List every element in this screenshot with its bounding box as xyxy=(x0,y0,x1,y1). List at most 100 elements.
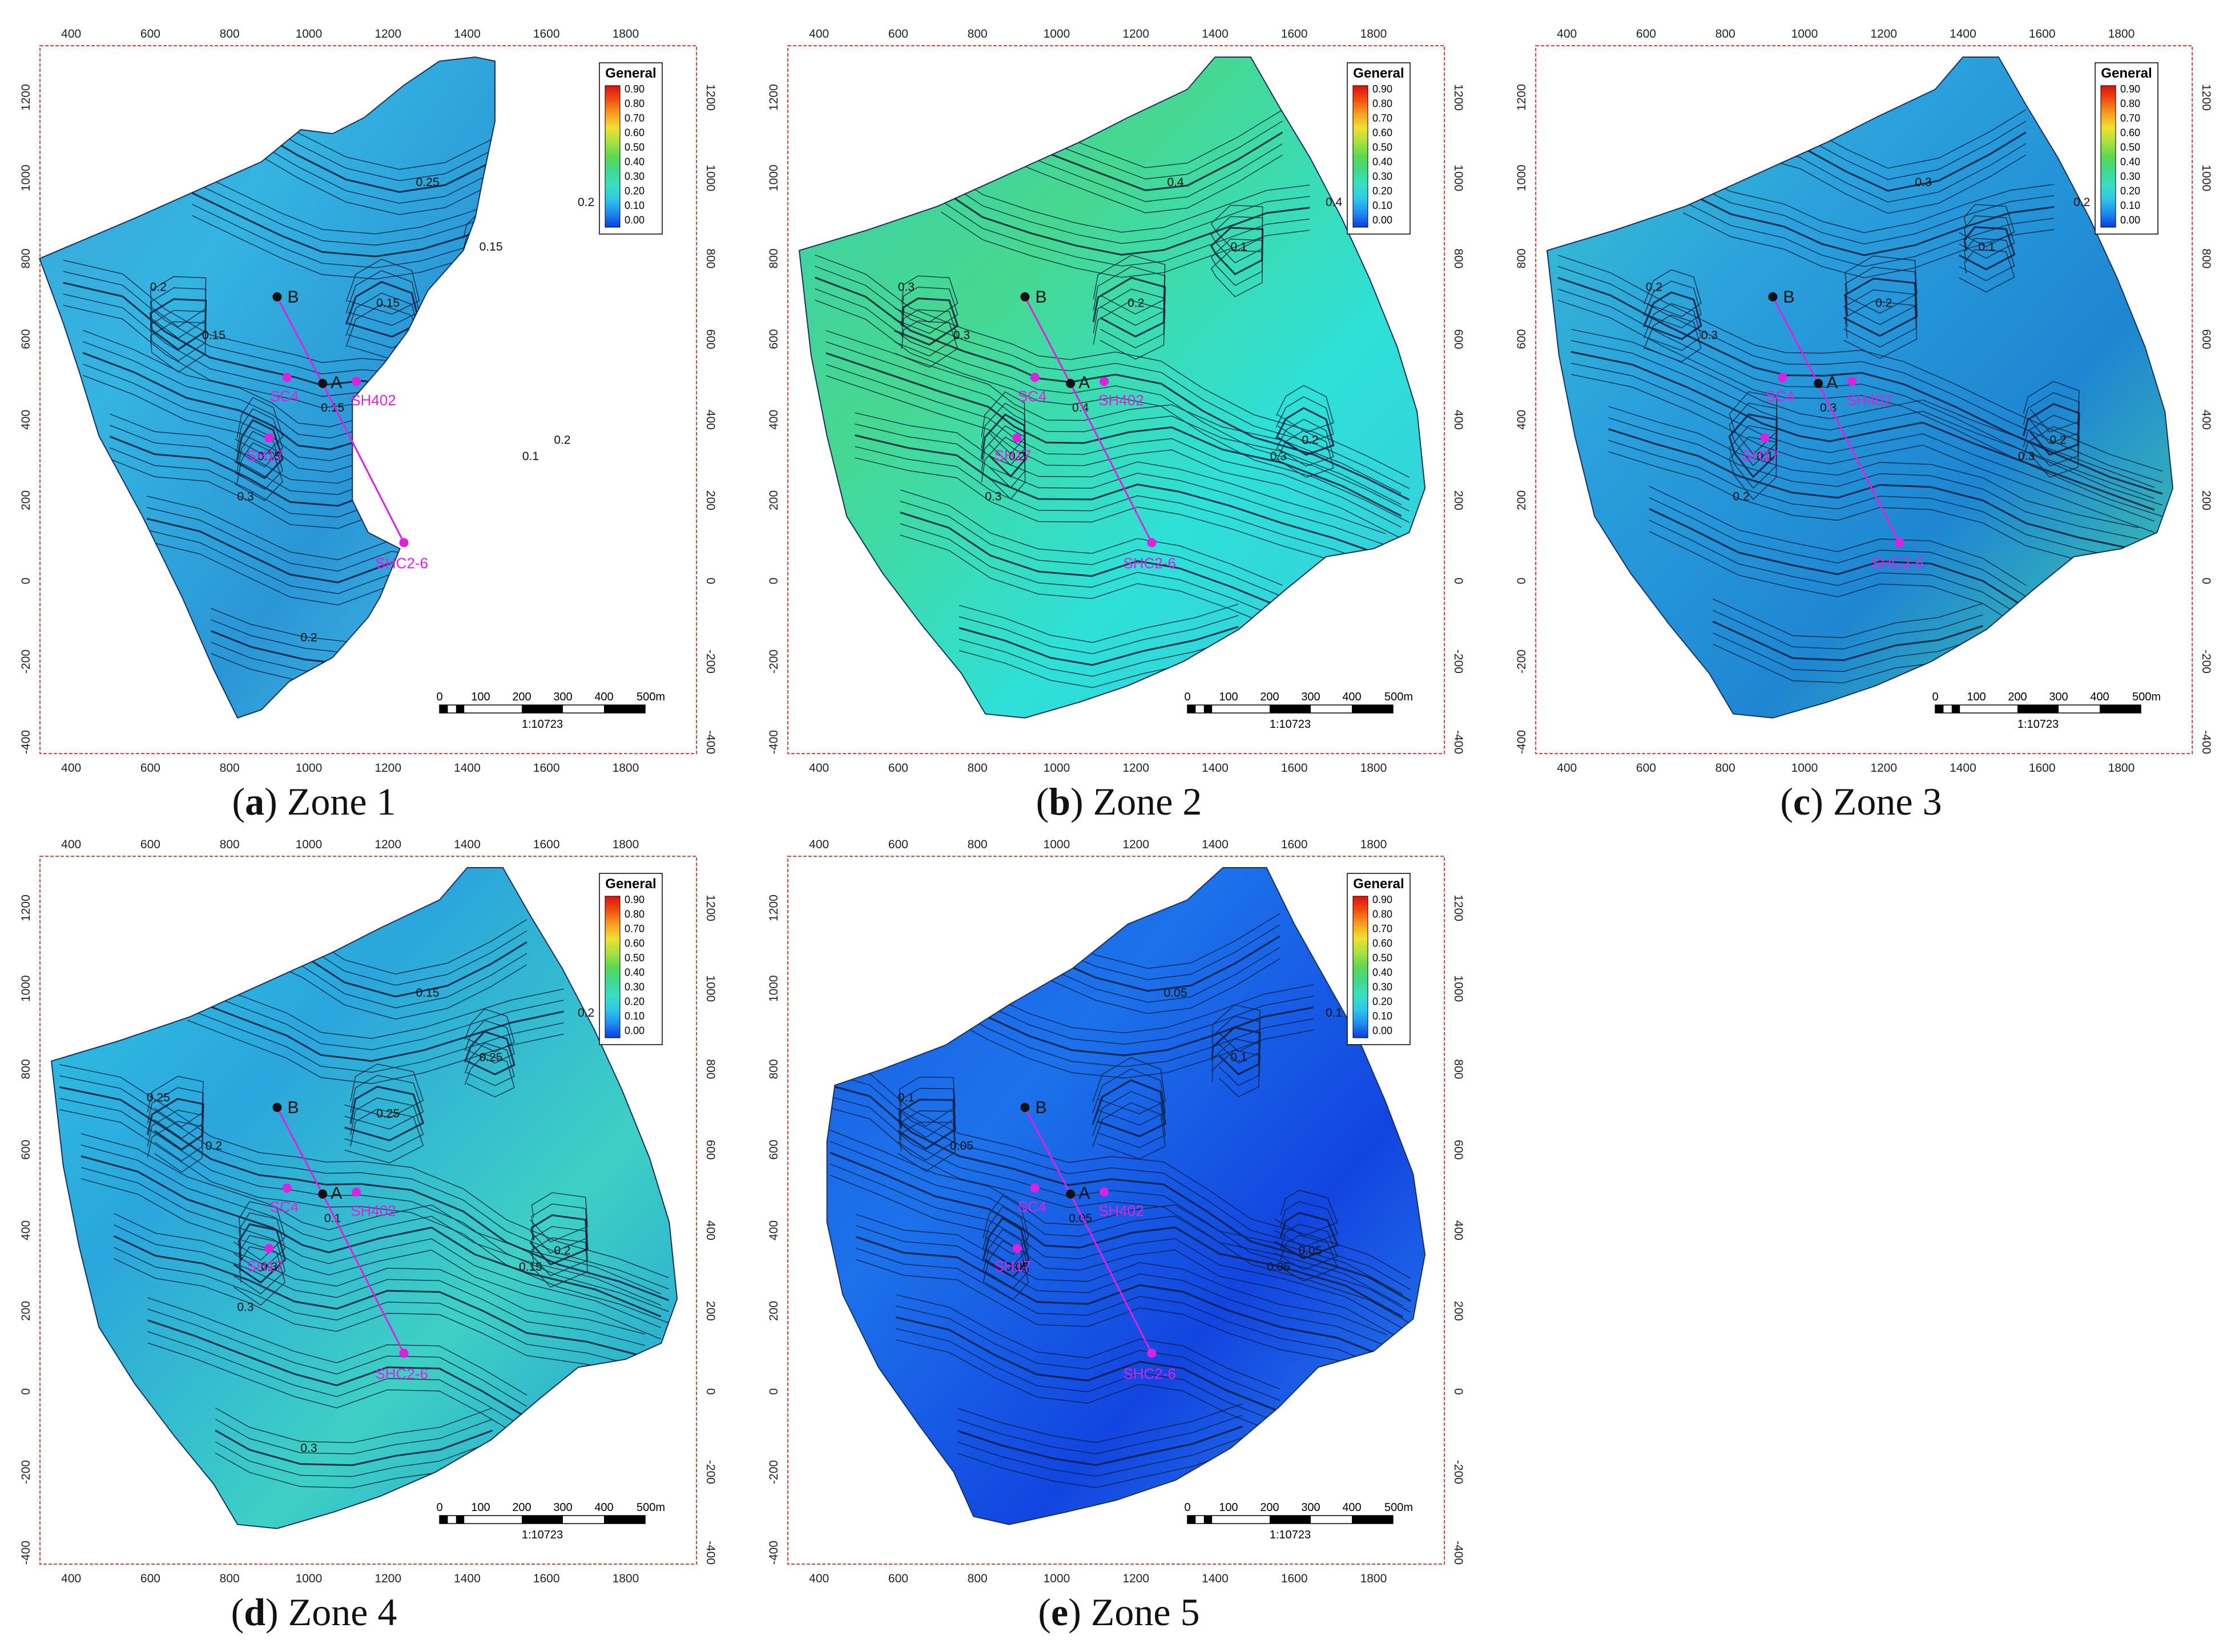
contour-line xyxy=(940,188,1310,256)
well-marker-sh17 xyxy=(1012,433,1022,443)
contour-line xyxy=(941,166,1310,233)
contour-line xyxy=(941,980,1314,1045)
contour-line xyxy=(829,1175,1403,1340)
contour-label: 0.15 xyxy=(257,450,281,463)
scale-bar-label: 400 xyxy=(1342,691,1361,703)
map-area xyxy=(826,867,1426,1525)
contour-line xyxy=(957,1415,1243,1454)
x-tick-bottom: 1200 xyxy=(1122,1572,1149,1585)
contour-line xyxy=(1649,519,2027,620)
y-tick-right: -400 xyxy=(1452,1541,1465,1565)
caption-a: (a) Zone 1 xyxy=(232,780,396,823)
contour-line xyxy=(464,1053,515,1098)
caption-d: (d) Zone 4 xyxy=(231,1590,397,1634)
contour-label: 0.2 xyxy=(1127,297,1144,310)
legend-tick-label: 0.10 xyxy=(2120,200,2140,211)
contour-line xyxy=(83,329,495,495)
contour-label: 0.3 xyxy=(1915,176,1931,189)
scale-bar: 0 100 200 300 400 500m 1:10723 xyxy=(1932,691,2161,731)
x-tick-top: 600 xyxy=(1636,27,1656,41)
caption-b: (b) Zone 2 xyxy=(1036,780,1202,823)
well-label-shc26: SHC2-6 xyxy=(375,1365,428,1383)
y-tick-left: 1200 xyxy=(767,84,780,111)
x-tick-bottom: 1400 xyxy=(454,761,481,775)
y-tick-right: 600 xyxy=(1452,329,1465,349)
contour-line xyxy=(982,1216,1030,1279)
legend-tick-label: 0.00 xyxy=(625,215,645,226)
well-marker-sh402 xyxy=(1100,377,1109,386)
scale-bar-segment xyxy=(1187,1516,1196,1524)
contour-line xyxy=(855,1236,1388,1359)
contour-line xyxy=(83,364,495,529)
contour-line xyxy=(941,211,1310,278)
contour-line xyxy=(855,457,1386,579)
contour-line xyxy=(146,1098,204,1151)
scale-bar-segment xyxy=(604,705,645,713)
legend-tick-label: 0.40 xyxy=(1372,967,1392,978)
contour-line xyxy=(829,1163,1403,1329)
map-area xyxy=(38,56,496,719)
contour-line xyxy=(1643,303,1702,351)
legend-tick-label: 0.40 xyxy=(625,967,645,978)
x-tick-bottom: 600 xyxy=(140,1572,160,1585)
well-label-sh402: SH402 xyxy=(1846,392,1892,409)
well-marker-shc26 xyxy=(1147,1348,1157,1358)
contour-line xyxy=(147,1075,204,1128)
contour-line xyxy=(527,425,590,472)
caption-c: (c) Zone 3 xyxy=(1780,780,1942,823)
contour-label: 0.2 xyxy=(578,196,594,209)
contour-line xyxy=(941,178,1310,244)
contour-line xyxy=(215,1419,493,1454)
contour-line xyxy=(825,375,1402,539)
x-tick-top: 1800 xyxy=(2108,27,2135,41)
x-tick-top: 1200 xyxy=(1122,27,1149,41)
contour-label: 0.15 xyxy=(416,986,440,1000)
contour-label: 0.05 xyxy=(1069,1212,1092,1225)
y-tick-left: 1000 xyxy=(767,164,780,191)
contour-line xyxy=(233,1235,286,1295)
contour-line xyxy=(855,1225,1387,1347)
scale-bar-label: 400 xyxy=(1342,1501,1361,1514)
caption-text: Zone 4 xyxy=(288,1590,397,1634)
y-tick-left: 1000 xyxy=(767,975,780,1002)
contour-line xyxy=(1843,255,1918,314)
x-tick-top: 400 xyxy=(1557,27,1577,41)
contour-line xyxy=(80,1178,661,1340)
contour-line xyxy=(897,1087,956,1138)
x-tick-top: 600 xyxy=(140,27,160,41)
y-tick-right: 400 xyxy=(1452,1220,1465,1240)
y-tick-right: 400 xyxy=(2200,410,2213,430)
y-tick-left: 600 xyxy=(19,329,33,349)
contour-line xyxy=(895,1339,1280,1435)
scale-bar-label: 300 xyxy=(2049,691,2068,703)
contour-line xyxy=(957,1448,1243,1488)
contour-line xyxy=(1570,340,2155,499)
well-marker-sc4 xyxy=(282,373,292,382)
y-tick-left: 1000 xyxy=(19,975,33,1002)
y-tick-right: 400 xyxy=(704,410,717,430)
contour-line xyxy=(1274,1200,1338,1248)
point-a-label: A xyxy=(1826,373,1838,392)
legend-tick-label: 0.70 xyxy=(625,112,645,124)
contour-label: 0.25 xyxy=(147,1091,170,1104)
contour-line xyxy=(815,265,1410,489)
contour-line xyxy=(80,1167,661,1328)
contour-line xyxy=(959,626,1239,666)
contour-line xyxy=(114,1213,645,1335)
contour-label: 0.2 xyxy=(554,1244,570,1258)
contour-line xyxy=(187,997,564,1062)
x-tick-bottom: 1800 xyxy=(613,761,639,775)
scale-bar-label: 500m xyxy=(1384,691,1413,703)
scale-bar-label: 0 xyxy=(1932,691,1938,703)
contour-line xyxy=(895,1294,1280,1389)
well-marker-shc26 xyxy=(399,538,409,547)
contour-label: 0.2 xyxy=(1009,450,1025,463)
map-svg: 4004006006008008001000100012001200140014… xyxy=(1515,27,2213,775)
scale-bar-label: 400 xyxy=(2090,691,2109,703)
map-frame xyxy=(787,856,1445,1565)
y-tick-left: 800 xyxy=(767,248,780,268)
contour-line xyxy=(1093,255,1166,315)
point-b-marker xyxy=(272,292,282,301)
contour-line xyxy=(527,392,590,438)
contour-line xyxy=(59,1086,669,1302)
